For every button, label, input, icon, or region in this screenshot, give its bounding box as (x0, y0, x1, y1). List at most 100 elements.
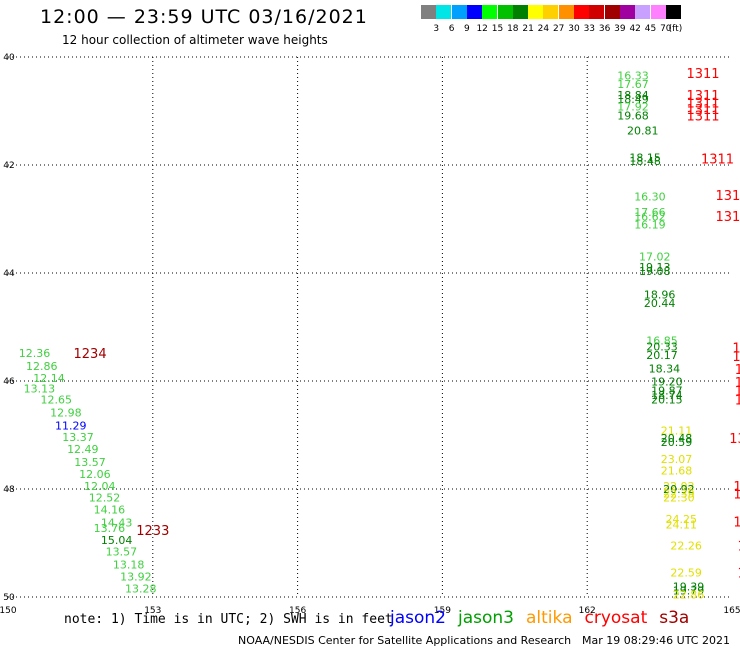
wave-height-label: 22.26 (670, 540, 702, 553)
color-scale-label: 36 (598, 24, 611, 34)
wave-height-label: 13.57 (74, 456, 106, 469)
wave-height-label: 18.84 (617, 89, 649, 102)
color-scale-label: 39 (614, 24, 626, 34)
wave-height-label: 12.52 (89, 492, 121, 505)
x-tick-label: 165 (723, 606, 740, 616)
wave-height-label: 22.59 (670, 567, 702, 580)
wave-height-label: 12.36 (19, 347, 51, 360)
wave-height-label: 22.92 (663, 480, 695, 493)
wave-height-label: 16.33 (617, 69, 649, 82)
pass-time-label: 1311 (686, 109, 719, 124)
color-swatch (574, 5, 589, 19)
wave-height-label: 24.11 (666, 519, 698, 532)
wave-height-label: 20.59 (661, 436, 693, 449)
wave-height-label: 18.96 (644, 289, 676, 302)
wave-height-label: 22.30 (663, 492, 695, 505)
color-swatch (512, 5, 528, 19)
wave-height-label: 18.34 (649, 363, 681, 376)
color-swatch (558, 5, 574, 19)
color-swatch (528, 5, 544, 19)
wave-height-label: 19.68 (617, 109, 649, 122)
wave-height-label: 16.19 (634, 218, 666, 231)
legend-entry: cryosat (584, 608, 648, 628)
wave-height-label: 20.44 (644, 297, 676, 310)
wave-height-label: 13.18 (113, 559, 145, 572)
wave-height-label: 12.86 (26, 360, 58, 373)
color-swatch (650, 5, 666, 19)
color-scale-label: 27 (552, 24, 565, 34)
wave-height-label: 18.49 (617, 93, 649, 106)
wave-height-label: 14.43 (101, 516, 133, 529)
chart-title: 12:00 — 23:59 UTC 03/16/2021 (40, 6, 368, 28)
legend-entry: s3a (659, 608, 690, 628)
color-scale-label: 12 (476, 24, 488, 34)
color-scale-label: 45 (644, 24, 657, 34)
wave-height-label: 17.67 (617, 78, 649, 91)
color-scale-label: 21 (522, 24, 534, 34)
pass-time-label: 1310 (735, 376, 740, 391)
color-scale-label: (ft) (668, 24, 683, 34)
x-tick-label: 159 (434, 606, 451, 616)
wave-height-label: 17.92 (617, 101, 649, 114)
wave-height-label: 19.13 (639, 261, 671, 274)
y-tick-label: 46 (3, 377, 15, 387)
color-scale-label: 33 (583, 24, 596, 34)
pass-time-label: 1310 (732, 350, 740, 365)
pass-time-label: 1310 (735, 385, 740, 400)
x-tick-label: 153 (144, 606, 161, 616)
y-tick-label: 42 (3, 161, 14, 171)
footnote: note: 1) Time is in UTC; 2) SWH is in fe… (64, 612, 393, 627)
color-scale-label: 6 (448, 24, 455, 34)
wave-height-label: 12.49 (67, 443, 99, 456)
satellite-legend: jason2 jason3 altika cryosat s3a (390, 608, 701, 628)
wave-height-label: 13.57 (106, 546, 138, 559)
wave-height-label: 13.37 (62, 431, 94, 444)
wave-height-label: 13.92 (120, 570, 152, 583)
y-tick-label: 40 (3, 53, 15, 63)
wave-height-label: 15.04 (101, 534, 133, 547)
color-scale-label: 18 (507, 24, 519, 34)
color-scale-label: 15 (491, 24, 504, 34)
credit-line: NOAA/NESDIS Center for Satellite Applica… (238, 634, 572, 647)
color-swatch (619, 5, 635, 19)
color-swatch (543, 5, 559, 19)
color-scale-label: 24 (537, 24, 550, 34)
color-scale-label: 3 (433, 24, 440, 34)
wave-height-label: 12.65 (41, 393, 73, 406)
color-swatch (589, 5, 605, 19)
pass-time-label: 1234 (74, 347, 107, 362)
wave-height-label: 19.08 (639, 265, 671, 278)
pass-time-label: 1233 (136, 524, 169, 539)
legend-entry: jason3 (458, 608, 514, 628)
wave-height-label: 17.02 (639, 250, 671, 263)
wave-height-label: 16.30 (634, 190, 666, 203)
pass-time-label: 1310 (735, 393, 740, 408)
pass-time-label: 1 (738, 567, 740, 582)
x-tick-label: 156 (289, 606, 306, 616)
wave-height-label: 13.76 (94, 522, 126, 535)
pass-time-label: 1310 (735, 363, 740, 378)
chart-subtitle: 12 hour collection of altimeter wave hei… (62, 33, 328, 47)
pass-time-label: 1310 (715, 189, 740, 204)
pass-time-label: 1311 (686, 67, 719, 82)
pass-time-label: 1 (738, 540, 740, 555)
y-tick-label: 44 (3, 269, 15, 279)
color-scale-label: 9 (464, 24, 470, 34)
wave-height-label: 18.74 (651, 389, 683, 402)
pass-time-label: 1310 (732, 342, 740, 357)
wave-height-label: 20.33 (646, 340, 678, 353)
color-scale-label: 42 (629, 24, 641, 34)
wave-height-label: 16.85 (646, 335, 678, 348)
color-swatch (497, 5, 513, 19)
y-tick-label: 48 (3, 485, 15, 495)
pass-time-label: 13 (733, 487, 740, 502)
pass-time-label: 1311 (701, 153, 734, 168)
wave-height-label: 19.79 (673, 585, 705, 598)
pass-time-label: 130 (729, 432, 740, 447)
wave-height-label: 20.81 (627, 124, 659, 137)
wave-height-label: 20.15 (651, 393, 683, 406)
color-scale-label: 70 (660, 24, 672, 34)
color-swatch (466, 5, 482, 19)
wave-height-label: 19.20 (651, 376, 683, 389)
wave-height-label: 13.28 (125, 582, 157, 595)
